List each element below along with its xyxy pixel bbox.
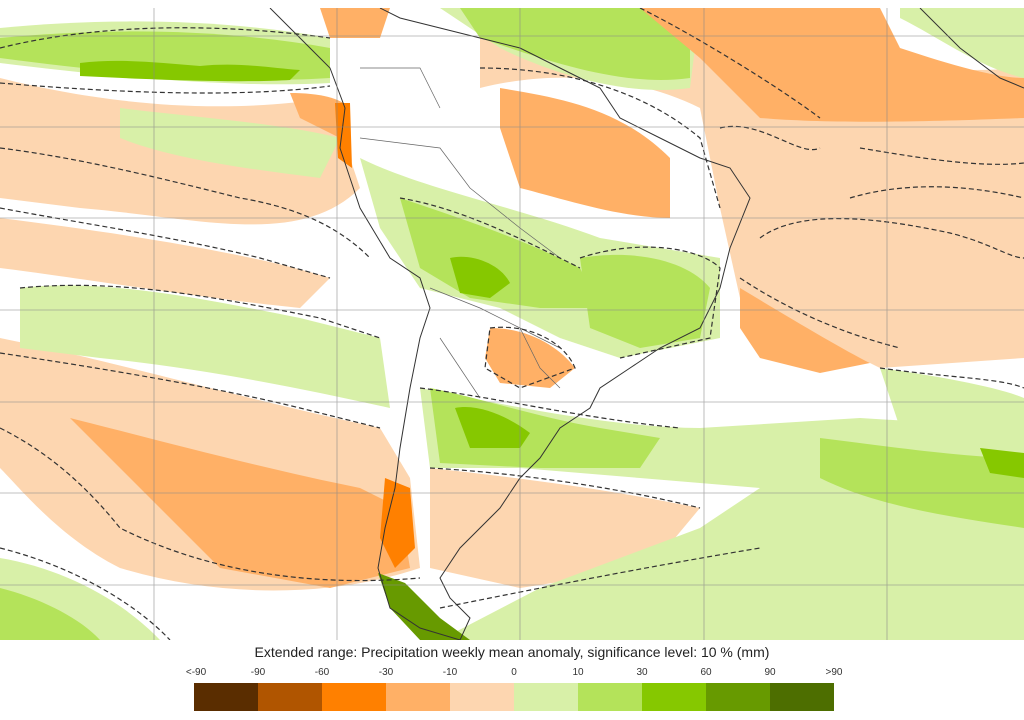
legend-label: 0 <box>511 667 517 678</box>
legend-swatch <box>322 683 386 711</box>
legend-swatch <box>194 683 258 711</box>
legend-swatch <box>578 683 642 711</box>
map-title: Extended range: Precipitation weekly mea… <box>254 644 770 660</box>
legend-swatch <box>706 683 770 711</box>
legend-label: 10 <box>572 667 584 678</box>
color-legend <box>194 683 834 711</box>
legend-label: >90 <box>825 667 843 678</box>
legend-label: -60 <box>314 667 330 678</box>
legend-label: 90 <box>764 667 776 678</box>
significance-contours <box>0 8 1024 640</box>
legend-label: -90 <box>250 667 266 678</box>
country-borders <box>359 67 561 399</box>
legend-label: 30 <box>636 667 648 678</box>
legend-swatch <box>770 683 834 711</box>
legend-swatch <box>514 683 578 711</box>
negative-anomaly-strong <box>335 103 415 568</box>
negative-anomaly-medium <box>70 8 1024 588</box>
patagonia-green <box>378 573 470 640</box>
legend-labels: <-90 -90 -60 -30 -10 0 10 30 60 90 >90 <box>0 667 1024 681</box>
legend-swatch <box>258 683 322 711</box>
legend-label: 60 <box>700 667 712 678</box>
legend-swatch <box>450 683 514 711</box>
legend-label: -30 <box>378 667 394 678</box>
precipitation-anomaly-map <box>0 8 1024 640</box>
legend-swatch <box>386 683 450 711</box>
legend-label: <-90 <box>185 667 207 678</box>
positive-anomaly-strong <box>80 60 1024 478</box>
legend-swatch <box>642 683 706 711</box>
coastline <box>269 8 1024 640</box>
legend-label: -10 <box>442 667 458 678</box>
lat-lon-grid <box>0 8 1024 640</box>
